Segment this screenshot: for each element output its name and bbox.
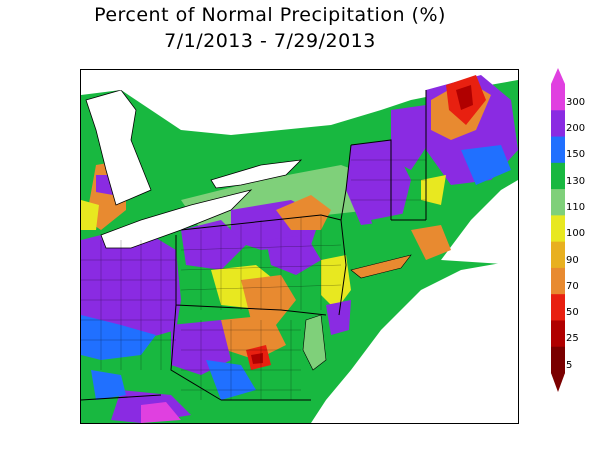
precip-region-maine-darkred [456, 85, 473, 110]
legend-band-25 [551, 320, 565, 348]
long-island [350, 254, 412, 279]
precip-region-west-purple-2 [81, 315, 156, 360]
legend-band-110 [551, 189, 565, 216]
precip-region-maine-blue [461, 145, 511, 185]
legend-band-5 [551, 346, 565, 374]
legend-label-200: 200 [566, 123, 586, 135]
gulf-of-maine [441, 180, 518, 265]
precip-region-nj-purple [326, 300, 351, 335]
legend-label-130: 130 [566, 175, 586, 187]
legend-band-130 [551, 162, 565, 190]
precip-region-va-darkred [251, 353, 263, 364]
atlantic-ocean [311, 260, 518, 423]
legend-band-300 [551, 84, 565, 111]
lake-erie [100, 189, 253, 249]
precip-region-west-purple [81, 230, 181, 340]
legend-label-110: 110 [566, 201, 586, 213]
precip-region-nh-purple [391, 105, 431, 170]
state-boundaries [81, 90, 427, 401]
legend-label-90: 90 [566, 254, 579, 266]
precip-region-sw-magenta [141, 402, 181, 423]
legend-label-70: 70 [566, 280, 579, 292]
legend-label-300: 300 [566, 96, 586, 108]
legend-label-25: 25 [566, 333, 579, 345]
precip-region-sw-blue [91, 370, 126, 400]
legend-band-90 [551, 241, 565, 269]
delmarva-peninsula [302, 314, 327, 371]
precip-region-ma-orange [411, 225, 451, 260]
lake-ontario [210, 159, 303, 189]
legend-band-70 [551, 267, 565, 295]
legend-label-50: 50 [566, 307, 579, 319]
legend-band-200 [551, 110, 565, 138]
precip-region-nj-yellow [321, 255, 351, 310]
precip-region-pa-purple-center [266, 235, 321, 275]
precip-region-ny-orange [276, 195, 331, 230]
legend-arrow-top [551, 68, 565, 84]
legend-label-5: 5 [566, 359, 573, 371]
legend-label-100: 100 [566, 228, 586, 240]
precipitation-map [80, 69, 519, 424]
precip-region-pa-purple-west [181, 220, 246, 270]
map-title: Percent of Normal Precipitation (%) [94, 4, 446, 26]
county-boundaries [81, 159, 426, 400]
legend-band-150 [551, 136, 565, 164]
precip-region-pa-orange [241, 275, 296, 325]
map-date-range: 7/1/2013 - 7/29/2013 [164, 30, 376, 52]
precip-region-md-orange [221, 315, 286, 360]
canada-north-water [81, 70, 518, 135]
legend-band-100 [551, 215, 565, 243]
legend-band-50 [551, 294, 565, 321]
precip-region-michigan-yellow [81, 200, 99, 230]
color-legend: 300 200 150 130 110 100 90 70 50 25 5 [548, 62, 600, 402]
legend-label-150: 150 [566, 149, 586, 161]
precip-region-coast-yellow [421, 175, 446, 205]
lake-huron [85, 89, 152, 206]
legend-arrow-bottom [551, 373, 565, 392]
